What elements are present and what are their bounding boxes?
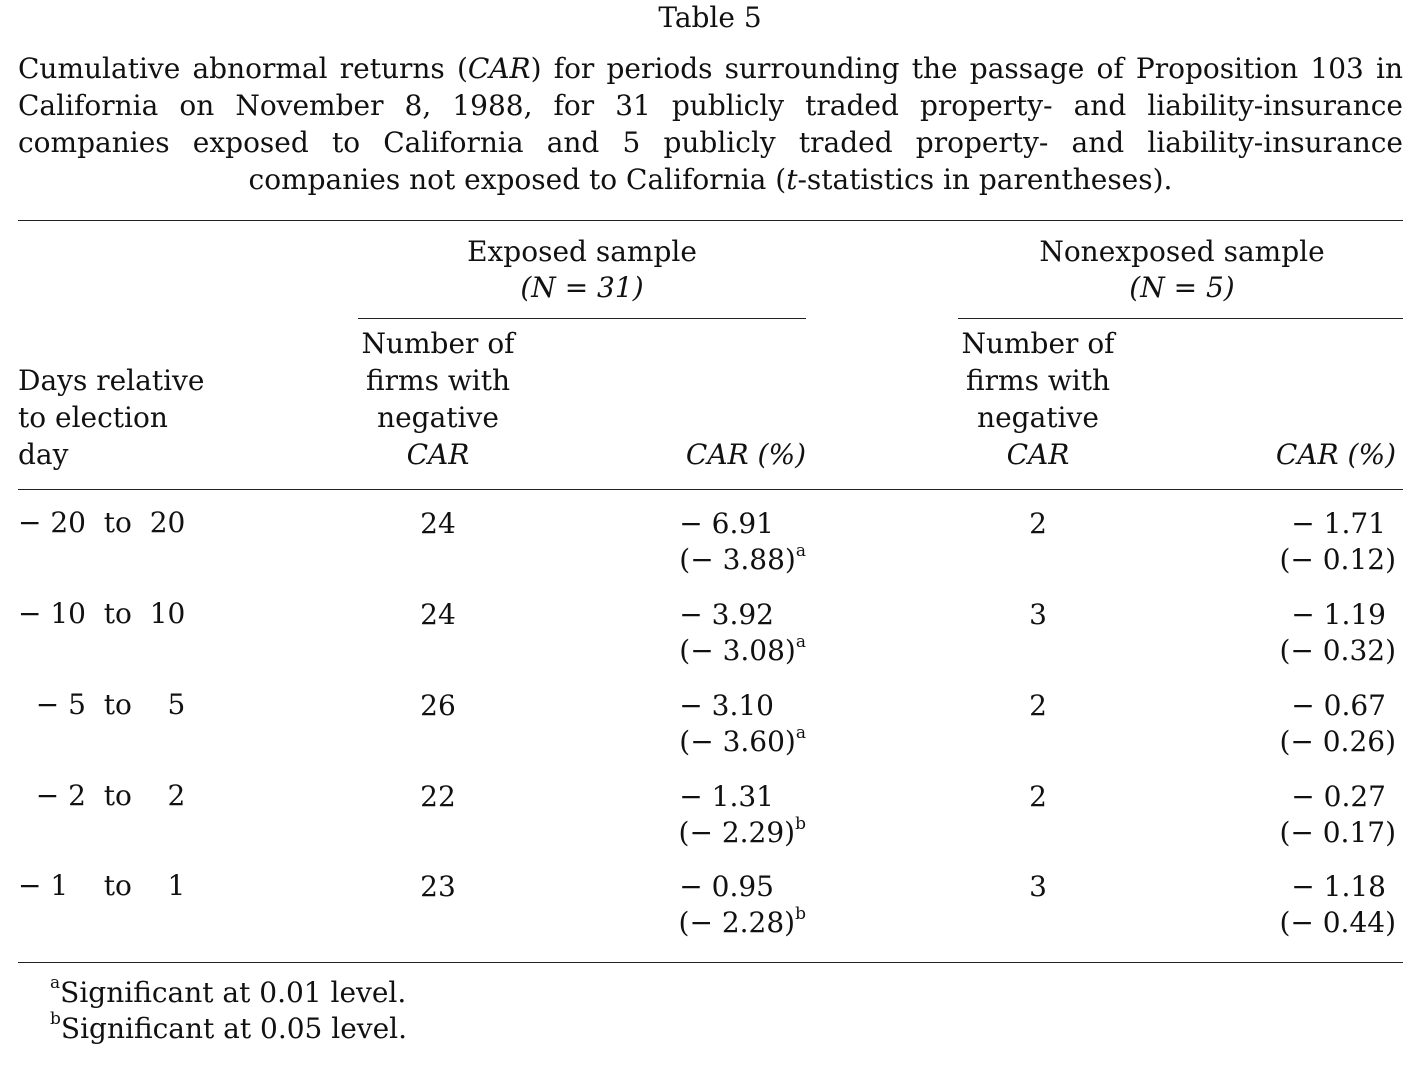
- exposed-tstat-value: (− 3.08): [679, 634, 796, 667]
- nonexposed-car-cell: − 0.67: [1291, 689, 1386, 722]
- exposed-count-cell: 26: [420, 689, 456, 722]
- exposed-count-header-line-4: CAR: [406, 438, 470, 471]
- footnote-b-mark: b: [50, 1008, 61, 1029]
- exposed-count-cell: 23: [420, 870, 456, 903]
- exposed-count-cell: 24: [420, 507, 456, 540]
- table-row-period: − 1 to 1: [18, 869, 186, 902]
- exposed-count-cell: 24: [420, 598, 456, 631]
- footnote-a: aSignificant at 0.01 level.: [50, 972, 407, 1011]
- exposed-sig-mark: b: [795, 903, 806, 924]
- nonexposed-tstat-cell: (− 0.44): [1279, 906, 1396, 939]
- table-top-rule: [18, 220, 1403, 221]
- exposed-count-header-line-3: negative: [377, 401, 499, 434]
- nonexposed-count-header-line-2: firms with: [965, 364, 1111, 397]
- footnote-a-text: Significant at 0.01 level.: [60, 976, 407, 1009]
- exposed-car-cell: − 3.10: [679, 689, 774, 722]
- nonexposed-count-header-line-1: Number of: [961, 327, 1115, 360]
- nonexposed-car-cell: − 1.19: [1291, 598, 1386, 631]
- exposed-car-cell: − 0.95: [679, 870, 774, 903]
- row-header-line-1: Days relative: [18, 364, 205, 397]
- caption-part-3: -statistics in parentheses).: [797, 163, 1173, 196]
- nonexposed-group-header: Nonexposed sample (N = 5): [958, 234, 1406, 306]
- nonexposed-count-header: Number of firms with negative CAR: [938, 325, 1138, 473]
- nonexposed-count-cell: 3: [1029, 598, 1047, 631]
- table-header-rule: [18, 489, 1403, 490]
- exposed-count-header-line-2: firms with: [365, 364, 511, 397]
- nonexposed-tstat-cell: (− 0.12): [1279, 543, 1396, 576]
- caption-part-1: Cumulative abnormal returns (: [18, 52, 468, 85]
- nonexposed-car-cell: − 0.27: [1291, 780, 1386, 813]
- caption-t-italic: t: [786, 163, 798, 196]
- exposed-count-header-line-1: Number of: [361, 327, 515, 360]
- exposed-tstat-cell: (− 3.60)a: [606, 723, 806, 760]
- footnote-b-text: Significant at 0.05 level.: [60, 1012, 408, 1045]
- table-caption: Cumulative abnormal returns (CAR) for pe…: [18, 50, 1403, 198]
- nonexposed-tstat-cell: (− 0.32): [1279, 634, 1396, 667]
- exposed-sig-mark: a: [795, 722, 806, 743]
- exposed-tstat-value: (− 2.28): [678, 906, 796, 939]
- exposed-count-header: Number of firms with negative CAR: [338, 325, 538, 473]
- nonexposed-count-header-line-4: CAR: [1006, 438, 1070, 471]
- caption-part-2: ) for periods surrounding the passage of…: [18, 52, 1404, 196]
- exposed-car-cell: − 3.92: [679, 598, 774, 631]
- nonexposed-car-cell: − 1.71: [1291, 507, 1386, 540]
- nonexposed-group-rule: [958, 318, 1403, 319]
- footnote-b: bSignificant at 0.05 level.: [50, 1008, 408, 1047]
- nonexposed-count-header-line-3: negative: [977, 401, 1099, 434]
- nonexposed-group-n: (N = 5): [1129, 271, 1235, 304]
- table-row-period: − 20 to 20: [18, 506, 186, 539]
- exposed-tstat-value: (− 3.88): [679, 543, 796, 576]
- exposed-group-header: Exposed sample (N = 31): [358, 234, 806, 306]
- nonexposed-count-cell: 2: [1029, 507, 1047, 540]
- nonexposed-group-title: Nonexposed sample: [1039, 235, 1325, 268]
- nonexposed-count-cell: 2: [1029, 780, 1047, 813]
- table-row-period: − 5 to 5: [18, 688, 186, 721]
- table-row-period: − 10 to 10: [18, 597, 186, 630]
- nonexposed-car-cell: − 1.18: [1291, 870, 1386, 903]
- nonexposed-tstat-cell: (− 0.26): [1279, 725, 1396, 758]
- nonexposed-tstat-cell: (− 0.17): [1279, 816, 1396, 849]
- exposed-tstat-cell: (− 3.88)a: [606, 541, 806, 578]
- exposed-sig-mark: b: [795, 813, 806, 834]
- exposed-tstat-value: (− 3.60): [679, 725, 796, 758]
- nonexposed-count-cell: 3: [1029, 870, 1047, 903]
- nonexposed-car-header: CAR (%): [1275, 438, 1396, 471]
- exposed-group-title: Exposed sample: [467, 235, 697, 268]
- exposed-tstat-cell: (− 2.28)b: [606, 904, 806, 941]
- exposed-group-n: (N = 31): [520, 271, 644, 304]
- footnote-a-mark: a: [50, 972, 61, 993]
- row-header-line-3: day: [18, 438, 69, 471]
- exposed-count-cell: 22: [420, 780, 456, 813]
- table-bottom-rule: [18, 962, 1403, 963]
- row-header-line-2: to election: [18, 401, 168, 434]
- table-label: Table 5: [658, 1, 762, 34]
- table-row-period: − 2 to 2: [18, 779, 186, 812]
- exposed-car-header: CAR (%): [685, 438, 806, 471]
- exposed-group-rule: [358, 318, 806, 319]
- row-header: Days relative to election day: [18, 362, 204, 473]
- exposed-sig-mark: a: [795, 540, 806, 561]
- exposed-car-cell: − 6.91: [679, 507, 774, 540]
- nonexposed-count-cell: 2: [1029, 689, 1047, 722]
- exposed-tstat-cell: (− 2.29)b: [606, 814, 806, 851]
- exposed-car-cell: − 1.31: [679, 780, 774, 813]
- exposed-tstat-value: (− 2.29): [678, 816, 796, 849]
- exposed-tstat-cell: (− 3.08)a: [606, 632, 806, 669]
- exposed-sig-mark: a: [795, 631, 806, 652]
- caption-car-italic: CAR: [467, 52, 531, 85]
